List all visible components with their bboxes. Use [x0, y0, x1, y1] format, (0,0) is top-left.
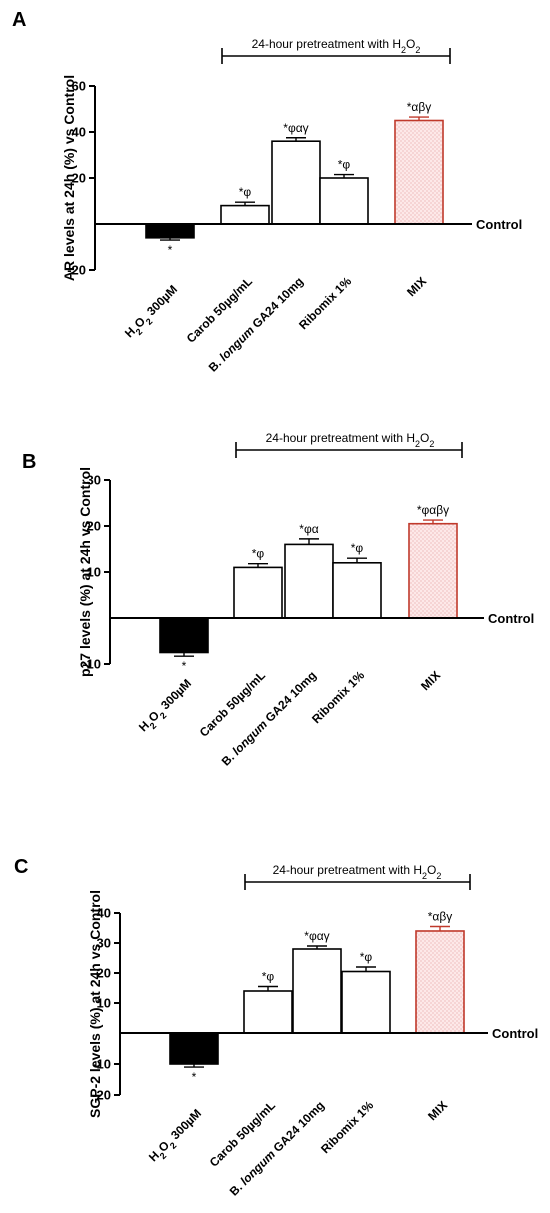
- y-tick-label: 10: [97, 996, 111, 1011]
- bar-1: [159, 617, 209, 654]
- pretreatment-label: 24-hour pretreatment with H2O2: [273, 863, 442, 881]
- bar-2: [220, 204, 270, 225]
- significance-label: *φ: [239, 185, 252, 199]
- control-label: Control: [492, 1026, 538, 1041]
- category-label: B. longum GA24 10mg: [219, 668, 319, 768]
- category-label: Ribomix 1%: [309, 668, 367, 726]
- significance-label: *αβγ: [407, 100, 432, 114]
- y-axis-title: p27 levels (%) at 24h vs Control: [77, 467, 93, 677]
- significance-label: *φ: [351, 541, 364, 555]
- bar-3: [271, 140, 321, 225]
- y-tick-label: 30: [87, 473, 101, 488]
- y-tick-label: -20: [67, 263, 86, 278]
- category-label: H2O2 300µM: [136, 676, 197, 737]
- significance-label: *φ: [252, 547, 265, 561]
- control-label: Control: [488, 611, 534, 626]
- significance-label: *φα: [299, 522, 318, 536]
- y-tick-label: 20: [72, 171, 86, 186]
- category-label: MIX: [404, 274, 429, 299]
- bar-3: [284, 543, 334, 619]
- bar-4: [332, 561, 382, 619]
- panel-letter: B: [22, 451, 36, 473]
- bar-4: [341, 970, 391, 1034]
- significance-label: *φ: [360, 950, 373, 964]
- bar-5: [415, 930, 465, 1034]
- bar-2: [243, 990, 293, 1034]
- category-label: B. longum GA24 10mg: [227, 1098, 327, 1198]
- y-tick-label: 40: [97, 906, 111, 921]
- significance-label: *: [168, 243, 173, 257]
- panel-letter: A: [12, 9, 26, 31]
- y-tick-label: 40: [72, 125, 86, 140]
- bar-5: [394, 119, 444, 225]
- bar-4: [319, 177, 369, 225]
- y-tick-label: -10: [92, 1057, 111, 1072]
- panel-letter: C: [14, 856, 28, 878]
- y-tick-label: 60: [72, 79, 86, 94]
- category-label: Ribomix 1%: [296, 274, 354, 332]
- y-tick-label: -10: [82, 657, 101, 672]
- y-tick-label: 30: [97, 936, 111, 951]
- y-tick-label: 20: [97, 966, 111, 981]
- y-tick-label: -20: [92, 1088, 111, 1103]
- y-tick-label: 10: [87, 565, 101, 580]
- significance-label: *φ: [262, 970, 275, 984]
- bar-2: [233, 566, 283, 619]
- bar-3: [292, 948, 342, 1034]
- significance-label: *φαγ: [304, 929, 329, 943]
- y-tick-label: 20: [87, 519, 101, 534]
- pretreatment-label: 24-hour pretreatment with H2O2: [252, 37, 421, 55]
- category-label: MIX: [418, 668, 443, 693]
- bar-1: [169, 1032, 219, 1065]
- bar-1: [145, 223, 195, 239]
- control-label: Control: [476, 217, 522, 232]
- category-label: H2O2 300µM: [146, 1106, 207, 1167]
- significance-label: *: [182, 659, 187, 673]
- y-axis-title: AR levels at 24h (%) vs Control: [61, 75, 77, 281]
- y-axis-title: SGP-2 levels (%) at 24h vs Control: [87, 890, 103, 1118]
- category-label: B. longum GA24 10mg: [206, 274, 306, 374]
- significance-label: *: [192, 1070, 197, 1084]
- bar-5: [408, 522, 458, 619]
- significance-label: *φαβγ: [417, 503, 449, 517]
- category-label: MIX: [425, 1098, 450, 1123]
- significance-label: *φαγ: [283, 121, 308, 135]
- category-label: Ribomix 1%: [318, 1098, 376, 1156]
- significance-label: *φ: [338, 158, 351, 172]
- category-label: H2O2 300µM: [122, 282, 183, 343]
- significance-label: *αβγ: [428, 910, 453, 924]
- pretreatment-label: 24-hour pretreatment with H2O2: [266, 431, 435, 449]
